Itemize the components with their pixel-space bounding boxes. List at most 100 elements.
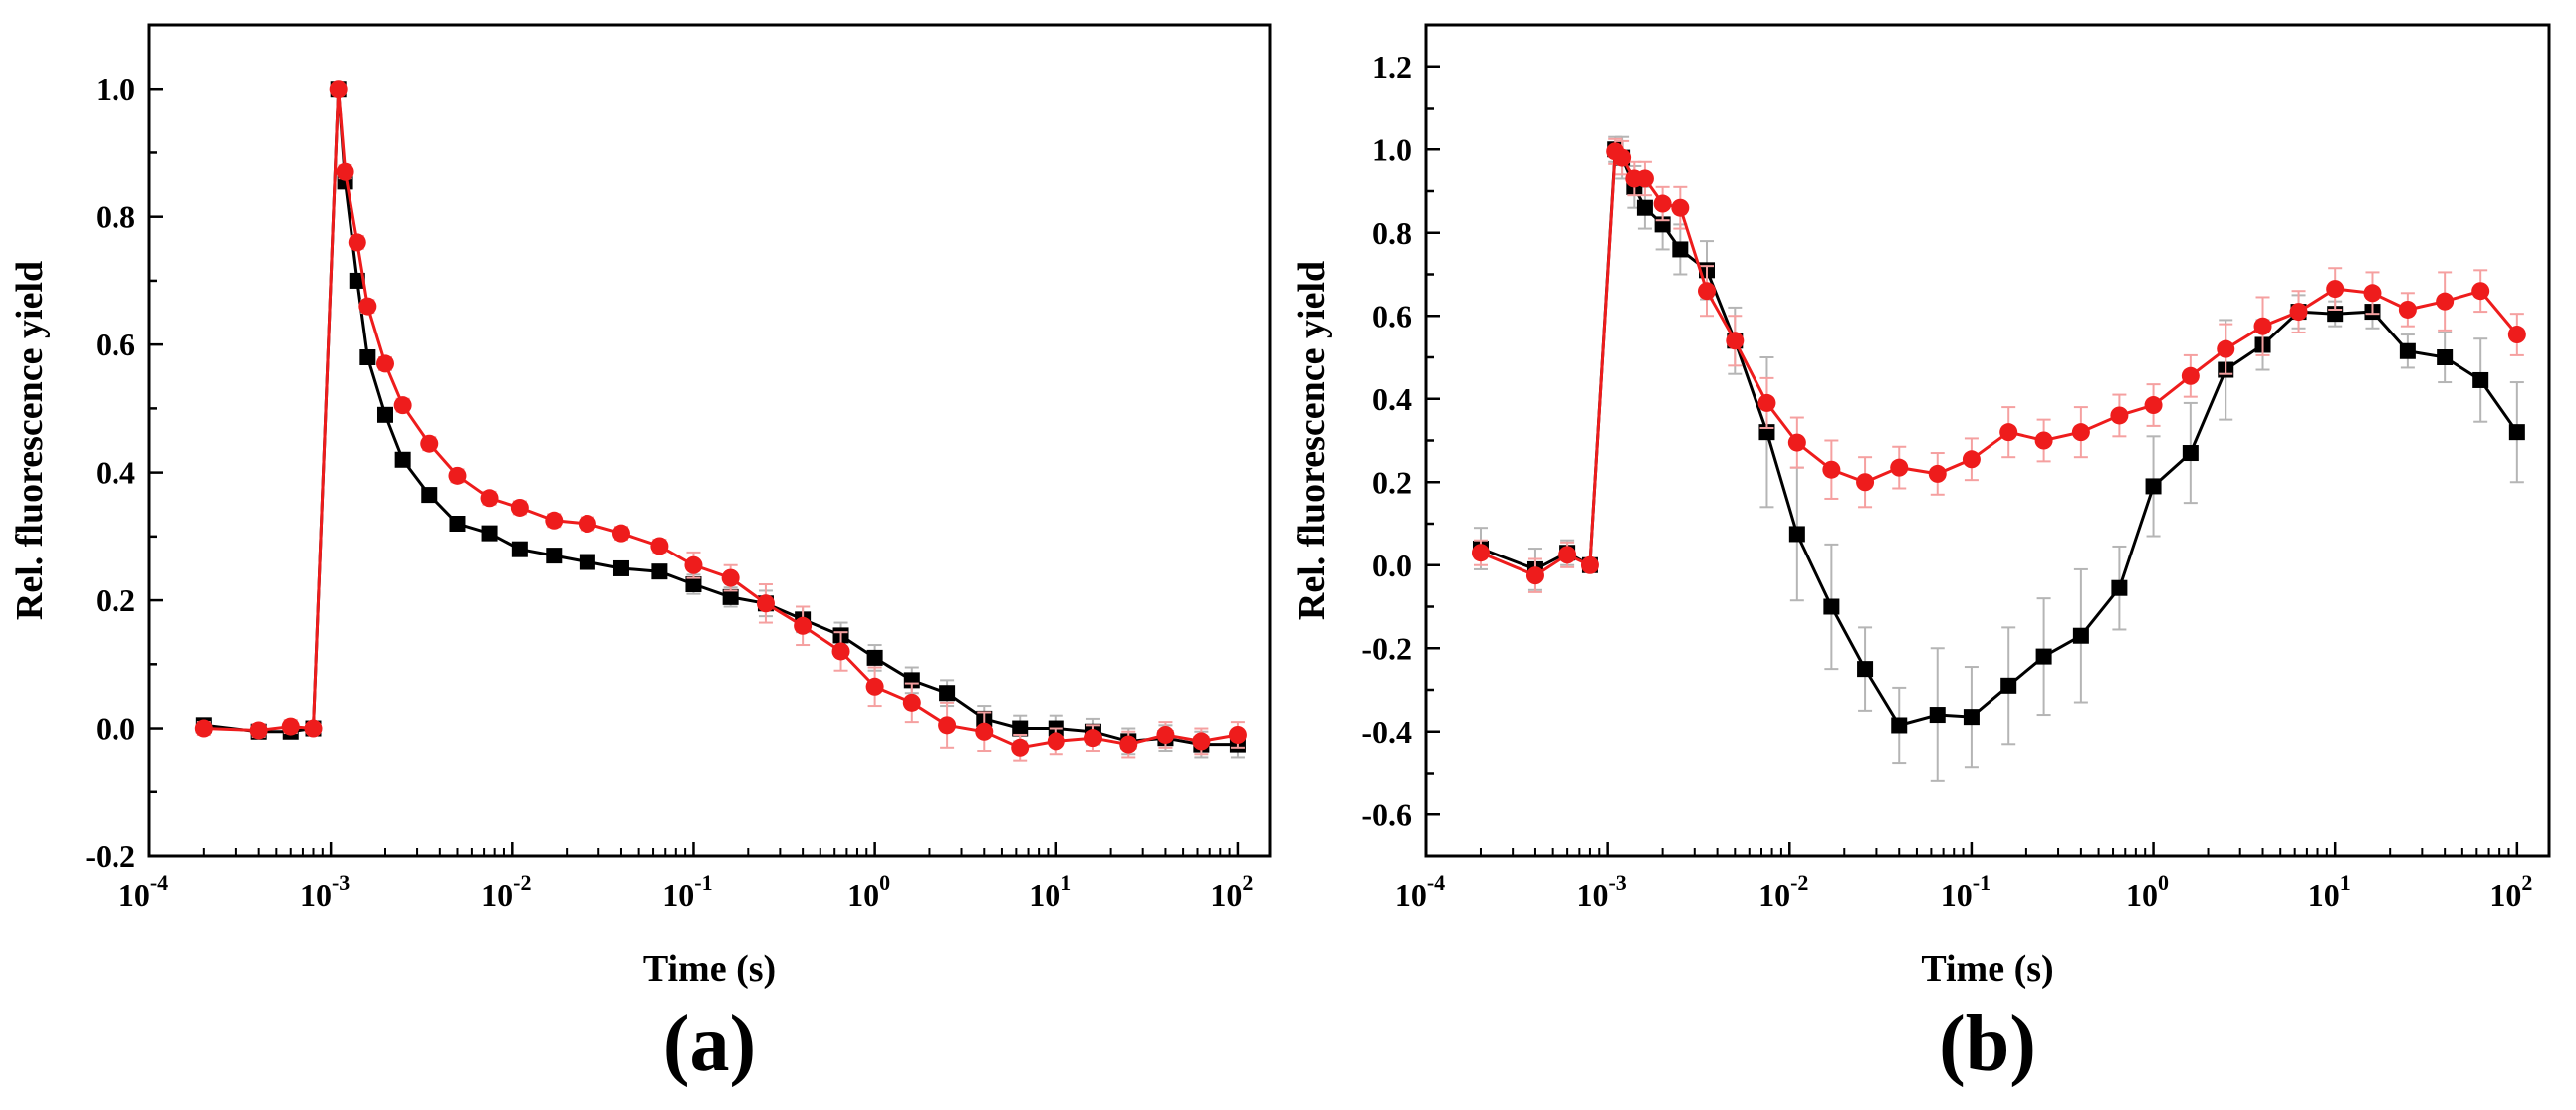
data-point-circle bbox=[336, 162, 354, 181]
x-tick-base: 10 bbox=[662, 877, 694, 913]
data-point-circle bbox=[902, 693, 921, 712]
x-tick-label: 10-4 bbox=[118, 870, 168, 913]
x-tick-exponent: 1 bbox=[2340, 870, 2351, 895]
x-tick-exponent: -4 bbox=[1427, 870, 1445, 895]
data-point-circle bbox=[194, 719, 213, 738]
y-tick-label: -0.2 bbox=[1361, 630, 1412, 666]
data-point-circle bbox=[1787, 433, 1806, 452]
x-tick-base: 10 bbox=[2126, 877, 2158, 913]
data-point-circle bbox=[1192, 732, 1211, 751]
y-tick-label: 0.6 bbox=[96, 327, 135, 362]
data-point-square bbox=[1823, 598, 1840, 615]
data-point-square bbox=[2145, 478, 2162, 495]
data-point-square bbox=[612, 559, 629, 576]
data-point-circle bbox=[1580, 555, 1599, 574]
x-tick-label: 101 bbox=[1029, 870, 1071, 913]
data-point-square bbox=[1672, 241, 1689, 258]
data-point-square bbox=[1891, 717, 1908, 734]
x-tick-base: 10 bbox=[847, 877, 879, 913]
data-point-circle bbox=[2217, 339, 2235, 358]
data-point-square bbox=[579, 554, 595, 570]
data-point-square bbox=[481, 525, 498, 542]
x-tick-base: 10 bbox=[2489, 877, 2521, 913]
series-line bbox=[203, 89, 1238, 747]
data-point-circle bbox=[448, 466, 467, 485]
data-point-square bbox=[349, 272, 365, 289]
x-tick-label: 10-2 bbox=[481, 870, 531, 913]
x-tick-exponent: 2 bbox=[1242, 870, 1253, 895]
x-tick-label: 100 bbox=[847, 870, 890, 913]
data-point-circle bbox=[1613, 148, 1632, 167]
data-point-circle bbox=[2034, 431, 2053, 450]
y-tick-label: -0.4 bbox=[1361, 714, 1412, 750]
x-tick-base: 10 bbox=[1758, 877, 1790, 913]
x-tick-base: 10 bbox=[1210, 877, 1242, 913]
y-tick-label: -0.2 bbox=[85, 838, 135, 874]
plot-frame bbox=[1424, 23, 2551, 858]
data-point-square bbox=[421, 487, 438, 504]
x-tick-base: 10 bbox=[118, 877, 150, 913]
x-tick-exponent: 0 bbox=[2158, 870, 2169, 895]
x-tick-label: 10-3 bbox=[1576, 870, 1626, 913]
x-tick-exponent: 1 bbox=[1060, 870, 1071, 895]
data-point-square bbox=[866, 649, 883, 666]
data-point-circle bbox=[249, 721, 268, 740]
data-point-square bbox=[1788, 526, 1805, 543]
data-point-circle bbox=[650, 537, 669, 555]
data-point-circle bbox=[2253, 317, 2272, 335]
x-tick-label: 102 bbox=[1210, 870, 1253, 913]
data-point-circle bbox=[510, 498, 529, 517]
x-tick-exponent: -2 bbox=[1790, 870, 1808, 895]
data-point-square bbox=[1636, 199, 1653, 216]
data-point-square bbox=[359, 349, 376, 365]
y-tick-label: 0.0 bbox=[96, 711, 135, 747]
x-tick-exponent: -1 bbox=[694, 870, 712, 895]
x-tick-label: 10-2 bbox=[1758, 870, 1808, 913]
x-tick-label: 10-1 bbox=[662, 870, 712, 913]
data-point-circle bbox=[1962, 450, 1981, 469]
x-axis-label: Time (s) bbox=[1921, 948, 2053, 990]
x-tick-base: 10 bbox=[300, 877, 332, 913]
data-point-square bbox=[722, 588, 739, 605]
data-point-circle bbox=[2398, 300, 2417, 319]
series-black-squares bbox=[1472, 135, 2525, 782]
data-point-circle bbox=[1083, 729, 1102, 748]
data-point-circle bbox=[2289, 303, 2308, 322]
data-point-square bbox=[2072, 627, 2089, 644]
data-point-circle bbox=[2181, 366, 2200, 385]
x-tick-label: 10-1 bbox=[1941, 870, 1991, 913]
x-tick-label: 102 bbox=[2489, 870, 2532, 913]
series-red-circles bbox=[194, 80, 1247, 762]
x-tick-label: 10-4 bbox=[1395, 870, 1445, 913]
x-tick-base: 10 bbox=[2308, 877, 2340, 913]
x-tick-exponent: -3 bbox=[1608, 870, 1626, 895]
data-point-circle bbox=[1011, 738, 1030, 757]
x-tick-exponent: -1 bbox=[1973, 870, 1991, 895]
x-tick-exponent: 2 bbox=[2521, 870, 2532, 895]
data-point-square bbox=[2437, 349, 2454, 365]
data-point-circle bbox=[1228, 725, 1247, 744]
y-tick-label: 0.2 bbox=[96, 582, 135, 618]
data-point-circle bbox=[1047, 732, 1065, 751]
y-tick-label: 1.0 bbox=[1372, 131, 1412, 167]
data-point-square bbox=[2000, 677, 2017, 694]
data-point-circle bbox=[348, 233, 366, 252]
data-point-circle bbox=[578, 515, 596, 533]
data-point-square bbox=[1012, 720, 1029, 737]
data-point-circle bbox=[2110, 406, 2129, 425]
panel-label: (b) bbox=[1939, 1000, 2036, 1088]
data-point-circle bbox=[2071, 423, 2090, 442]
data-point-square bbox=[2508, 424, 2525, 441]
data-point-square bbox=[2472, 371, 2489, 388]
data-point-circle bbox=[2144, 396, 2163, 415]
y-tick-label: -0.6 bbox=[1361, 796, 1412, 832]
data-point-circle bbox=[1653, 194, 1672, 213]
series-line bbox=[203, 89, 1239, 750]
y-tick-label: 0.0 bbox=[1372, 548, 1412, 583]
data-point-circle bbox=[1525, 566, 1544, 585]
plot-frame bbox=[147, 23, 1272, 858]
data-point-square bbox=[1929, 707, 1946, 724]
data-point-square bbox=[376, 406, 393, 423]
